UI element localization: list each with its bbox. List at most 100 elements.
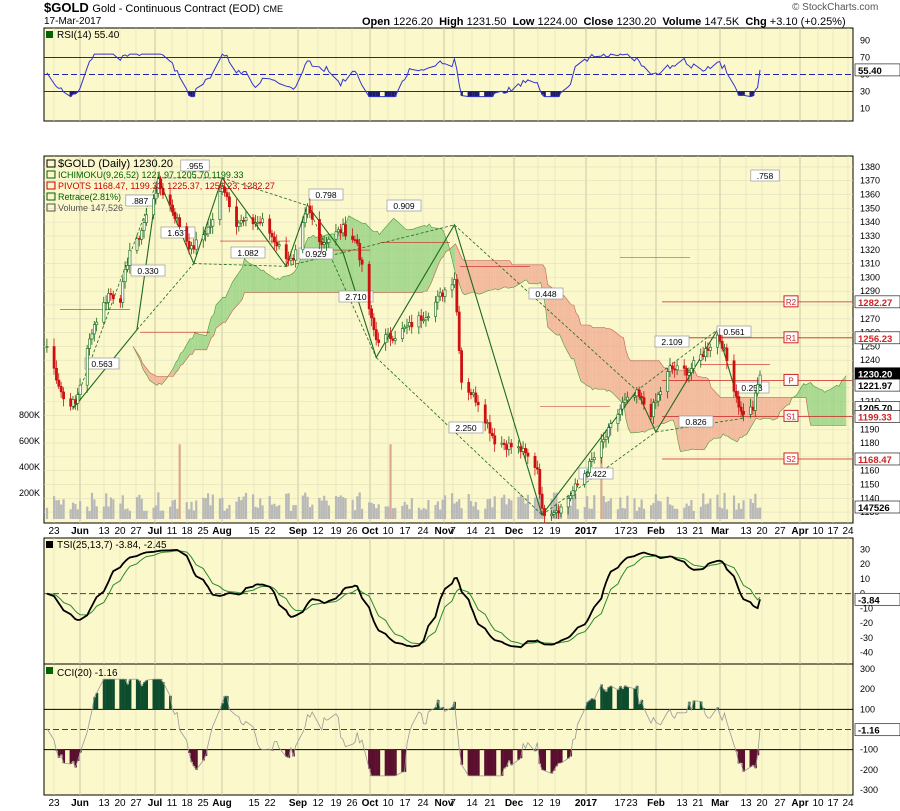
volume-bar bbox=[242, 496, 245, 519]
tsi-panel[interactable] bbox=[43, 537, 854, 665]
volume-bar bbox=[607, 501, 610, 519]
x-axis-label: 12 bbox=[312, 798, 324, 809]
candle-body bbox=[393, 338, 397, 341]
volume-bar bbox=[209, 505, 212, 519]
candle-body bbox=[419, 315, 423, 321]
volume-bar bbox=[76, 509, 79, 519]
volume-bar bbox=[228, 504, 231, 519]
x-axis-label: 19 bbox=[549, 526, 561, 537]
candle-body bbox=[57, 379, 61, 387]
volume-bar bbox=[154, 505, 158, 519]
price-panel[interactable] bbox=[43, 155, 854, 524]
volume-bar bbox=[320, 500, 323, 519]
rsi-oversold-fill bbox=[192, 91, 196, 97]
cci-oversold-fill bbox=[507, 749, 511, 761]
cci-oversold-fill bbox=[472, 749, 475, 776]
ichimoku-cloud-segment bbox=[628, 357, 631, 433]
volume-bar bbox=[503, 494, 506, 519]
ichimoku-cloud-segment bbox=[365, 223, 373, 293]
retrace-label: 0.561 bbox=[723, 327, 745, 337]
volume-bar bbox=[325, 500, 328, 519]
x-axis-label: 17 bbox=[399, 526, 411, 537]
x-axis-label: 12 bbox=[532, 526, 544, 537]
volume-bar bbox=[237, 496, 240, 519]
candle-body bbox=[384, 334, 388, 343]
tsi-y-tick: -10 bbox=[860, 603, 873, 613]
ichimoku-cloud-segment bbox=[708, 379, 712, 443]
rsi-oversold-fill bbox=[71, 91, 75, 95]
retrace-dashed bbox=[136, 263, 195, 331]
volume-bar bbox=[289, 510, 293, 519]
price-tag-box bbox=[854, 331, 900, 345]
ichimoku-cloud-segment bbox=[796, 383, 804, 398]
retrace-label: 0.448 bbox=[535, 289, 557, 299]
cci-y-tick: 200 bbox=[860, 684, 875, 694]
candle-body bbox=[434, 301, 437, 317]
candle-body bbox=[270, 232, 274, 238]
rsi-oversold-fill bbox=[488, 91, 492, 97]
volume-bar bbox=[211, 494, 214, 519]
volume-bar bbox=[526, 494, 530, 519]
x-axis-label: 12 bbox=[312, 526, 324, 537]
candle-body bbox=[599, 441, 603, 458]
ichimoku-cloud-segment bbox=[514, 264, 522, 287]
ichimoku-cloud-segment bbox=[597, 327, 605, 390]
cci-legend-text: CCI(20) -1.16 bbox=[57, 668, 118, 679]
x-axis-label: 24 bbox=[417, 798, 429, 809]
retrace-dashed bbox=[454, 224, 638, 391]
ichimoku-cloud-segment bbox=[291, 271, 295, 293]
volume-bar bbox=[308, 507, 312, 519]
cci-overbought-fill bbox=[635, 685, 639, 710]
volume-bar bbox=[588, 508, 591, 519]
volume-bar bbox=[306, 496, 309, 519]
candle-body bbox=[90, 333, 94, 340]
candle-body bbox=[223, 186, 227, 193]
volume-bar bbox=[725, 509, 729, 519]
candle-body bbox=[254, 222, 257, 225]
price-y-tick: 1270 bbox=[860, 314, 880, 324]
volume-bar bbox=[491, 507, 494, 519]
candle-body bbox=[554, 510, 558, 513]
volume-bar bbox=[657, 500, 660, 519]
ichimoku-cloud-segment bbox=[308, 237, 311, 293]
volume-bar bbox=[408, 509, 411, 519]
candle-body bbox=[95, 321, 99, 326]
price-y-tick: 1250 bbox=[860, 341, 880, 351]
volume-bar bbox=[225, 508, 229, 519]
x-axis-label: 11 bbox=[167, 798, 178, 809]
x-axis-label: 25 bbox=[197, 526, 209, 537]
cci-oversold-fill bbox=[375, 749, 378, 776]
retrace-label: 1.637 bbox=[167, 228, 189, 238]
x-axis-label: Apr bbox=[791, 526, 808, 537]
cci-oversold-fill bbox=[543, 749, 547, 771]
x-axis-label: 13 bbox=[740, 526, 752, 537]
cci-overbought-fill bbox=[609, 685, 613, 710]
candle-body bbox=[107, 293, 110, 303]
retrace-label-box bbox=[528, 287, 564, 300]
ichimoku-cloud-segment bbox=[362, 223, 366, 293]
cci-overbought-fill bbox=[107, 679, 111, 710]
rsi-oversold-fill bbox=[375, 91, 378, 97]
volume-bar bbox=[384, 506, 387, 519]
candle-body bbox=[377, 339, 381, 343]
cci-y-tick: -100 bbox=[860, 745, 878, 755]
candle-body bbox=[358, 243, 362, 261]
legend-swatch bbox=[46, 159, 56, 168]
ichimoku-cloud-segment bbox=[694, 370, 697, 450]
volume-bar bbox=[377, 504, 380, 519]
candle-body bbox=[273, 236, 276, 243]
volume-bar bbox=[190, 501, 193, 519]
x-axis-label: Jul bbox=[148, 526, 163, 537]
cci-panel[interactable] bbox=[43, 663, 854, 796]
cci-oversold-fill bbox=[469, 749, 473, 776]
ichimoku-cloud-segment bbox=[689, 370, 693, 450]
cci-overbought-fill bbox=[109, 679, 113, 710]
rsi-oversold-fill bbox=[503, 91, 506, 94]
volume-y-tick: 800K bbox=[19, 410, 40, 420]
volume-bar bbox=[327, 505, 331, 519]
ichimoku-cloud-segment bbox=[275, 278, 278, 293]
volume-bar bbox=[443, 495, 447, 519]
candle-body bbox=[509, 442, 513, 448]
candle-body bbox=[536, 467, 539, 470]
